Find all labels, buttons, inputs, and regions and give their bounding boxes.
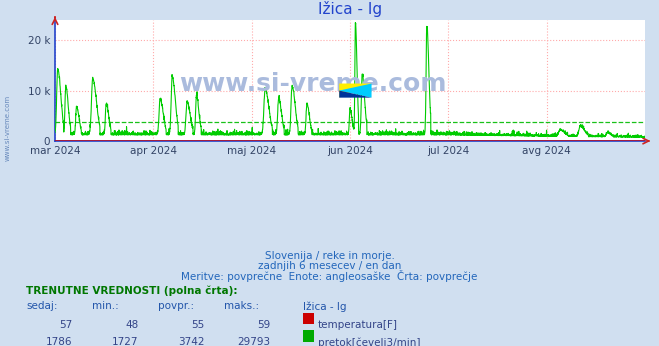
Text: povpr.:: povpr.:: [158, 301, 194, 311]
Text: www.si-vreme.com: www.si-vreme.com: [5, 95, 11, 161]
Text: TRENUTNE VREDNOSTI (polna črta):: TRENUTNE VREDNOSTI (polna črta):: [26, 285, 238, 296]
Title: Ižica - Ig: Ižica - Ig: [318, 1, 382, 17]
Text: zadnjih 6 mesecev / en dan: zadnjih 6 mesecev / en dan: [258, 261, 401, 271]
Text: min.:: min.:: [92, 301, 119, 311]
Text: www.si-vreme.com: www.si-vreme.com: [179, 72, 446, 96]
Polygon shape: [339, 83, 372, 98]
Polygon shape: [339, 83, 372, 98]
Text: Ižica - Ig: Ižica - Ig: [303, 301, 347, 311]
Text: temperatura[F]: temperatura[F]: [318, 320, 397, 330]
Text: 3742: 3742: [178, 337, 204, 346]
Text: 1786: 1786: [46, 337, 72, 346]
Text: 59: 59: [257, 320, 270, 330]
Text: pretok[čevelj3/min]: pretok[čevelj3/min]: [318, 337, 420, 346]
Polygon shape: [339, 91, 372, 98]
Text: 48: 48: [125, 320, 138, 330]
Text: Meritve: povprečne  Enote: angleosaške  Črta: povprečje: Meritve: povprečne Enote: angleosaške Čr…: [181, 270, 478, 282]
Text: 57: 57: [59, 320, 72, 330]
Text: maks.:: maks.:: [224, 301, 259, 311]
Text: 29793: 29793: [237, 337, 270, 346]
Text: sedaj:: sedaj:: [26, 301, 58, 311]
Text: Slovenija / reke in morje.: Slovenija / reke in morje.: [264, 251, 395, 261]
Text: 1727: 1727: [112, 337, 138, 346]
Text: 55: 55: [191, 320, 204, 330]
